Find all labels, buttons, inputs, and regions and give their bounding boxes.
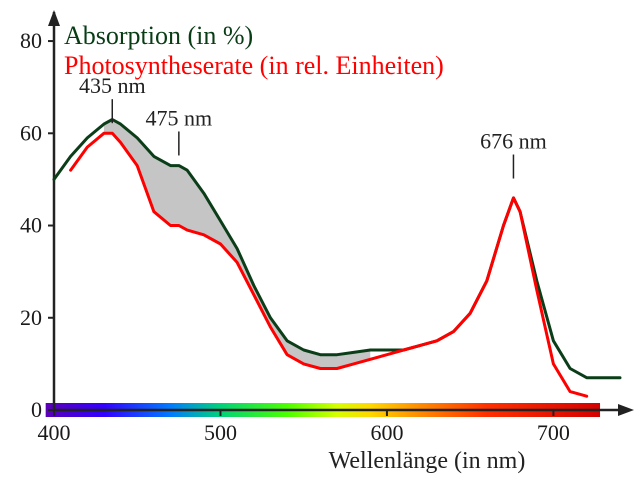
y-axis-arrow bbox=[48, 10, 60, 26]
x-tick-label: 600 bbox=[370, 420, 403, 445]
legend-absorption: Absorption (in %) bbox=[64, 21, 253, 50]
y-tick-label: 20 bbox=[20, 305, 42, 330]
x-tick-label: 400 bbox=[38, 420, 71, 445]
y-tick-label: 80 bbox=[20, 28, 42, 53]
y-tick-label: 60 bbox=[20, 120, 42, 145]
x-axis-arrow bbox=[618, 404, 634, 416]
legend-photosynthesis: Photosyntheserate (in rel. Einheiten) bbox=[64, 51, 444, 80]
y-tick-label: 40 bbox=[20, 213, 42, 238]
x-tick-label: 700 bbox=[537, 420, 570, 445]
peak-label: 676 nm bbox=[480, 129, 547, 154]
absorption-photosynthesis-chart: 0 20 40 60 80 400 500 600 700 Wellenlänge (in nm)… bbox=[0, 0, 640, 504]
peak-label: 475 nm bbox=[146, 105, 213, 130]
x-axis-title: Wellenlänge (in nm) bbox=[329, 448, 526, 474]
x-tick-label: 500 bbox=[204, 420, 237, 445]
y-tick-label: 0 bbox=[31, 397, 42, 422]
fill-between-area bbox=[104, 120, 370, 369]
chart-svg: 0 20 40 60 80 400 500 600 700 Wellenlänge (in nm)… bbox=[0, 0, 640, 504]
